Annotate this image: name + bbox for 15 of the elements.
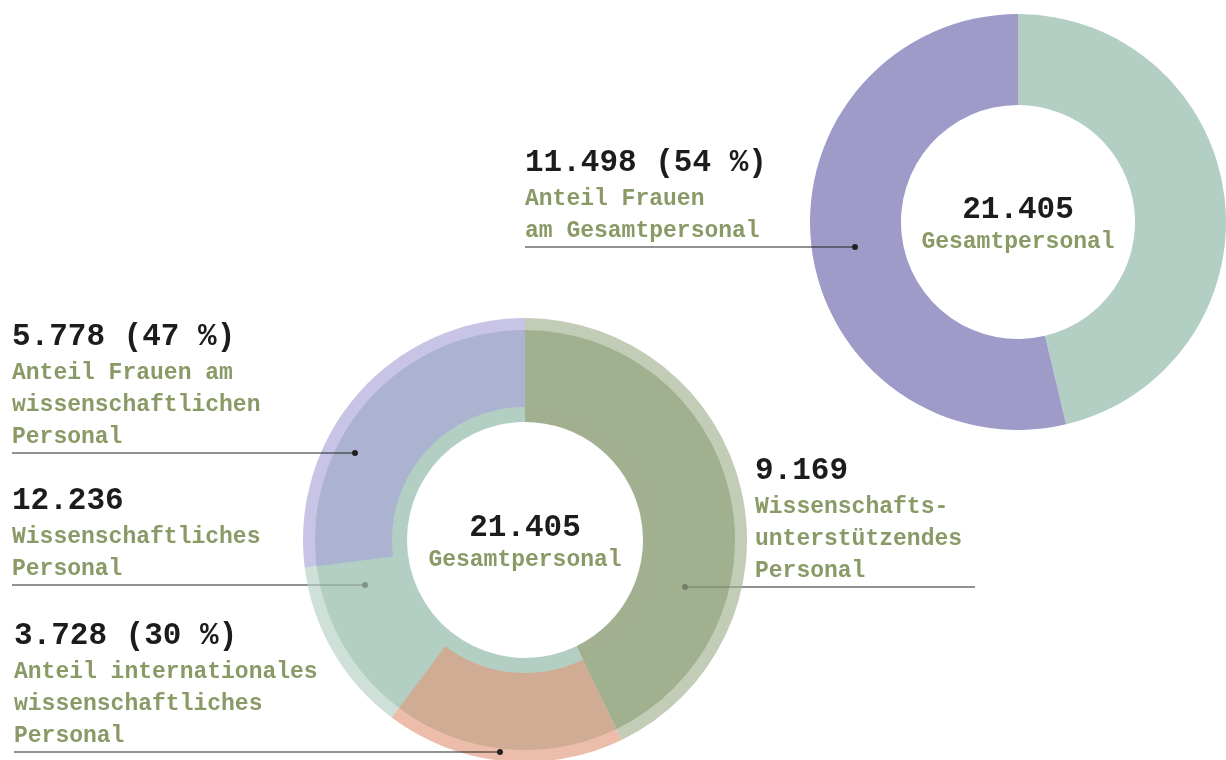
- slice-label: Wissenschaftliches Personal: [12, 524, 261, 582]
- slice-label: Anteil Frauen am Gesamtpersonal: [525, 186, 760, 244]
- slice-label: Anteil Frauen am wissenschaftlichen Personal: [12, 360, 261, 450]
- text: 21.405: [962, 192, 1074, 227]
- slice-label: Wissenschafts- unterstützendes Personal: [755, 494, 963, 584]
- data-label: 12.236: [12, 483, 124, 518]
- text: 21.405: [469, 510, 581, 545]
- data-label: 11.498 (54 %): [525, 145, 767, 180]
- data-label: 3.728 (30 %): [14, 618, 238, 653]
- data-label: 5.778 (47 %): [12, 319, 236, 354]
- text: Gesamtpersonal: [921, 229, 1115, 255]
- slice-label: Anteil internationales wissenschaftliches Personal: [14, 659, 318, 749]
- data-label: 9.169: [755, 453, 849, 488]
- donut-slice: [391, 646, 622, 760]
- text: Gesamtpersonal: [428, 547, 622, 573]
